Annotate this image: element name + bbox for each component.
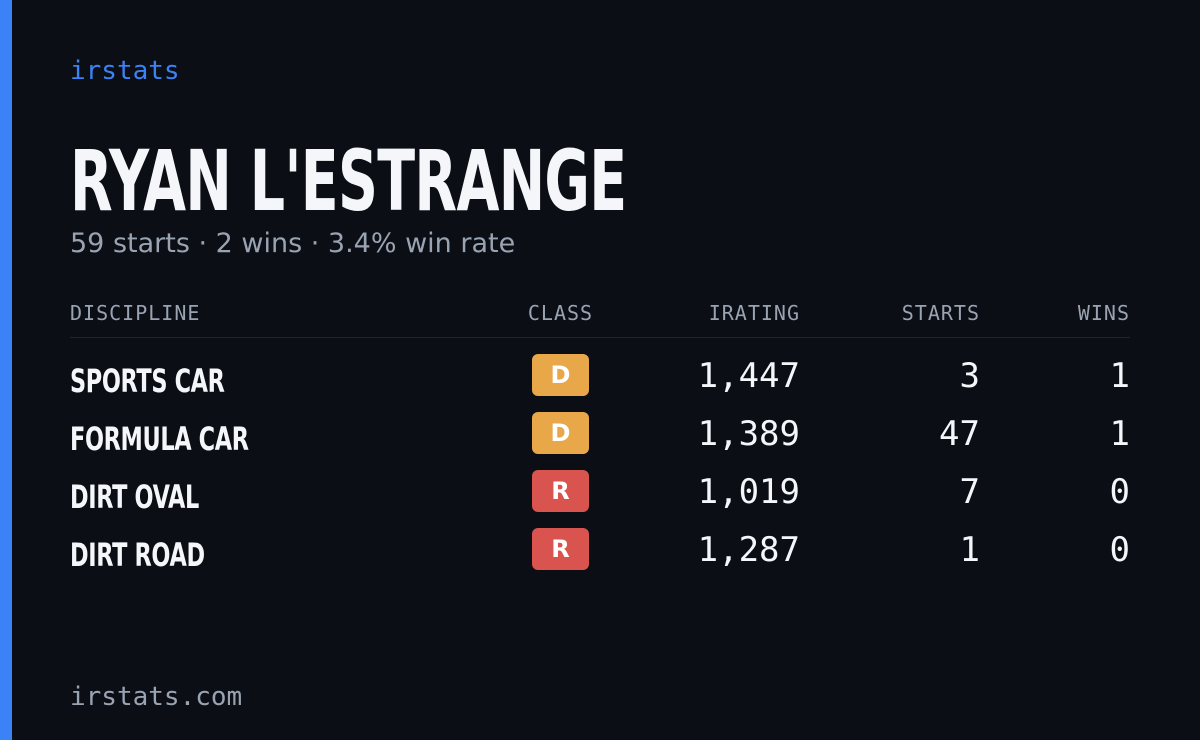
footer: irstats.com [70,682,243,712]
column-header: STARTS [901,301,980,325]
discipline: DIRT OVAL [70,478,199,516]
irating: 1,447 [697,356,800,396]
column-header: IRATING [708,301,800,325]
column-header: DISCIPLINE [70,301,201,325]
discipline: DIRT ROAD [70,536,205,574]
wins: 1 [1109,414,1130,454]
starts: 3 [959,356,980,396]
discipline: SPORTS CAR [70,362,225,400]
subtitle: 59 starts · 2 wins · 3.4% win rate [70,228,516,259]
column-header: WINS [1077,301,1130,325]
wins: 0 [1109,530,1130,570]
column-header: CLASS [527,301,594,325]
irating: 1,389 [697,414,800,454]
wins: 1 [1109,356,1130,396]
header-rule [70,337,1130,338]
brand: irstats [70,56,180,86]
class-badge: D [532,354,589,396]
discipline: FORMULA CAR [70,420,249,458]
starts: 1 [959,530,980,570]
starts: 47 [939,414,980,454]
class-badge: R [532,528,589,570]
class-badge: R [532,470,589,512]
accent-bar [0,0,12,740]
class-badge: D [532,412,589,454]
wins: 0 [1109,472,1130,512]
irating: 1,287 [697,530,800,570]
driver-name: RYAN L'ESTRANGE [70,132,627,230]
starts: 7 [959,472,980,512]
irating: 1,019 [697,472,800,512]
